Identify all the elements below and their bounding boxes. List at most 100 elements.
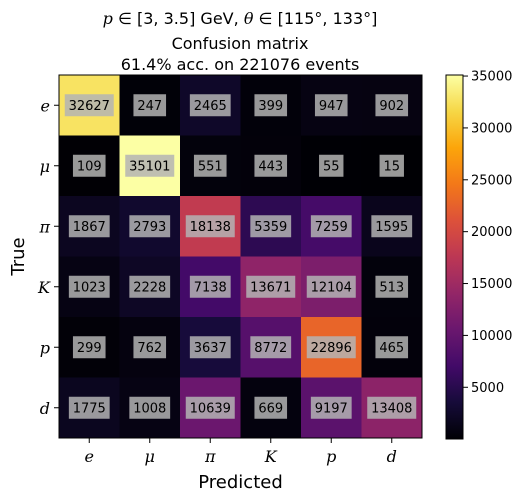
cell-value-label: 1867 (73, 220, 106, 235)
y-tick-label: K (37, 278, 51, 297)
cell-label-box (379, 154, 404, 177)
x-tick-label: μ (145, 447, 155, 466)
cell-label-box (129, 215, 171, 238)
title-line-2: Confusion matrix (171, 34, 309, 53)
y-tick-label: π (38, 217, 50, 236)
colorbar-tick-label: 25000 (471, 173, 512, 188)
title-line-1: p ∈ [3, 3.5] GeV, θ ∈ [115°, 133°] (102, 9, 378, 28)
cell-label-box (254, 396, 288, 419)
y-tick-label: d (40, 399, 50, 418)
cell-label-box (314, 94, 348, 117)
cell-label-box (250, 215, 292, 238)
cell-label-box (189, 336, 231, 359)
cell-label-box (306, 336, 356, 359)
y-axis-title: True (8, 237, 29, 276)
cell-value-label: 22896 (311, 341, 352, 356)
cell-label-box (72, 336, 106, 359)
title-line-3: 61.4% acc. on 221076 events (120, 55, 360, 74)
cell-label-box (189, 94, 231, 117)
cell-value-label: 18138 (190, 220, 231, 235)
cell-value-label: 7138 (194, 280, 227, 295)
cell-value-label: 13671 (250, 280, 291, 295)
cell-value-label: 5359 (254, 220, 287, 235)
cell-label-box (375, 336, 409, 359)
cell-value-label: 762 (137, 341, 162, 356)
cell-value-label: 7259 (315, 220, 348, 235)
cell-value-label: 2228 (133, 280, 166, 295)
heatmap-cells (59, 75, 423, 439)
cell-label-box (375, 275, 409, 298)
cell-value-label: 1023 (73, 280, 106, 295)
cell-label-box (68, 275, 110, 298)
cell-label-box (254, 94, 288, 117)
colorbar-tick-label: 35000 (471, 70, 512, 85)
cell-value-label: 3637 (194, 341, 227, 356)
cell-value-label: 1595 (375, 220, 408, 235)
cell-label-box (68, 396, 110, 419)
cell-label-box (375, 94, 409, 117)
cell-label-box (306, 275, 356, 298)
cell-value-label: 8772 (254, 341, 287, 356)
cell-label-box (371, 215, 413, 238)
x-axis-title: Predicted (198, 472, 283, 493)
cell-label-box (246, 275, 296, 298)
cell-value-label: 15 (383, 159, 400, 174)
cell-value-label: 55 (323, 159, 340, 174)
cell-label-box (310, 396, 352, 419)
cell-value-label: 443 (258, 159, 283, 174)
cell-label-box (129, 396, 171, 419)
cell-label-box (193, 154, 227, 177)
cell-value-label: 669 (258, 401, 283, 416)
colorbar (445, 74, 464, 440)
cell-label-box (367, 396, 417, 419)
cell-value-label: 32627 (69, 99, 110, 114)
x-tick-label: K (264, 447, 278, 466)
cell-value-label: 12104 (311, 280, 352, 295)
cell-value-label: 9197 (315, 401, 348, 416)
colorbar-tick-label: 15000 (471, 277, 512, 292)
colorbar-tick-label: 30000 (471, 121, 512, 136)
cell-value-label: 10639 (190, 401, 231, 416)
colorbar-tick-label: 5000 (471, 381, 504, 396)
cell-label-box (72, 154, 106, 177)
cell-label-box (64, 94, 114, 117)
cell-label-box (185, 215, 235, 238)
cell-label-box (133, 336, 167, 359)
cell-label-box (185, 396, 235, 419)
x-tick-label: d (387, 447, 397, 466)
cell-value-label: 1775 (73, 401, 106, 416)
cell-label-box (310, 215, 352, 238)
cell-value-label: 947 (319, 99, 344, 114)
cell-value-label: 2465 (194, 99, 227, 114)
cell-label-box (254, 154, 288, 177)
cell-value-label: 35101 (129, 159, 170, 174)
cell-value-label: 2793 (133, 220, 166, 235)
y-tick-label: p (40, 338, 50, 357)
cell-label-box (133, 94, 167, 117)
cell-value-label: 13408 (371, 401, 412, 416)
colorbar-tick-label: 20000 (471, 225, 512, 240)
plot-frame (58, 74, 423, 439)
cell-value-label: 513 (379, 280, 404, 295)
cell-value-label: 902 (379, 99, 404, 114)
cell-value-label: 247 (137, 99, 162, 114)
cell-label-box (125, 154, 175, 177)
y-tick-label: e (41, 96, 50, 115)
cell-value-label: 399 (258, 99, 283, 114)
cell-label-box (68, 215, 110, 238)
cell-value-label: 1008 (133, 401, 166, 416)
cell-value-label: 465 (379, 341, 404, 356)
x-tick-label: e (85, 447, 94, 466)
cell-label-box (189, 275, 231, 298)
cell-label-box (129, 275, 171, 298)
x-tick-label: p (326, 447, 336, 466)
cell-labels: 32627 247 2465 399 947 902 109 35101 551 443 55 15 1… (64, 94, 417, 419)
cell-value-label: 109 (77, 159, 102, 174)
x-tick-label: π (204, 447, 216, 466)
colorbar-tick-label: 10000 (471, 329, 512, 344)
cell-value-label: 299 (77, 341, 102, 356)
cell-label-box (319, 154, 344, 177)
y-tick-label: μ (40, 157, 50, 176)
